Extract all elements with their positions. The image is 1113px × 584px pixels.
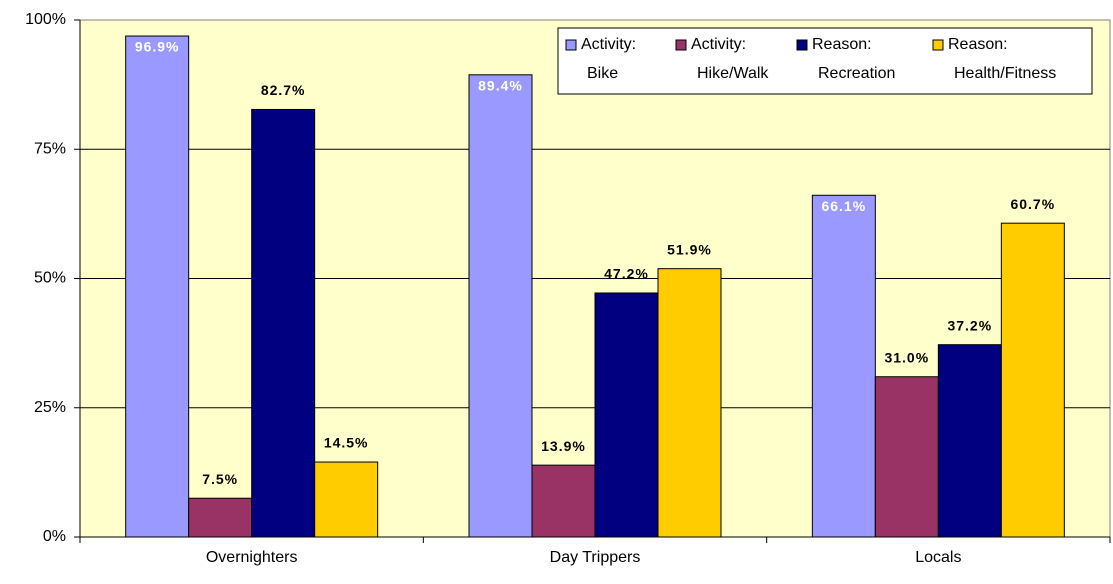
bar [251,108,316,538]
value-label: 37.2% [947,317,992,333]
legend-label-line: Reason: [948,36,1008,53]
bar [657,268,722,538]
value-label: 96.9% [135,39,180,55]
y-tick-label: 25% [34,399,66,416]
legend-label: Activity: Hike/Walk [691,36,769,82]
legend-label-line: Activity: [581,36,636,53]
legend-label-line: Recreation [818,65,895,82]
value-label: 31.0% [884,349,929,365]
bar [188,497,253,538]
legend-swatch [932,39,944,51]
bar [125,35,190,538]
legend-swatch [565,39,577,51]
value-label: 66.1% [821,198,866,214]
y-tick-label: 0% [43,528,66,545]
legend-label-line: Bike [587,65,618,82]
bar [1000,222,1065,538]
value-label: 7.5% [202,471,238,487]
legend-label-line: Health/Fitness [954,65,1056,82]
bar [531,464,596,538]
value-label: 51.9% [667,241,712,257]
value-label: 60.7% [1010,196,1055,212]
legend-label-line: Hike/Walk [697,65,769,82]
value-label: 82.7% [261,82,306,98]
value-label: 14.5% [324,435,369,451]
y-tick-label: 50% [34,270,66,287]
bar [937,344,1002,538]
legend-label: Reason: Recreation [812,36,895,82]
value-label: 89.4% [478,78,523,94]
x-tick-label: Day Trippers [550,549,641,566]
legend-swatch [675,39,687,51]
legend-swatch [796,39,808,51]
value-label: 13.9% [541,438,586,454]
y-tick-label: 75% [34,140,66,157]
bar [468,74,533,538]
legend-label: Reason: Health/Fitness [948,36,1056,82]
legend-label: Activity: Bike [581,36,636,82]
x-tick-label: Overnighters [206,549,298,566]
x-tick-label: Locals [915,549,961,566]
bar [594,292,659,538]
legend-label-line: Reason: [812,36,872,53]
legend-box [557,27,1093,95]
bar [314,461,379,538]
y-tick-label: 100% [25,11,66,28]
bar [811,194,876,538]
value-label: 47.2% [604,266,649,282]
bar [874,376,939,538]
legend-label-line: Activity: [691,36,746,53]
